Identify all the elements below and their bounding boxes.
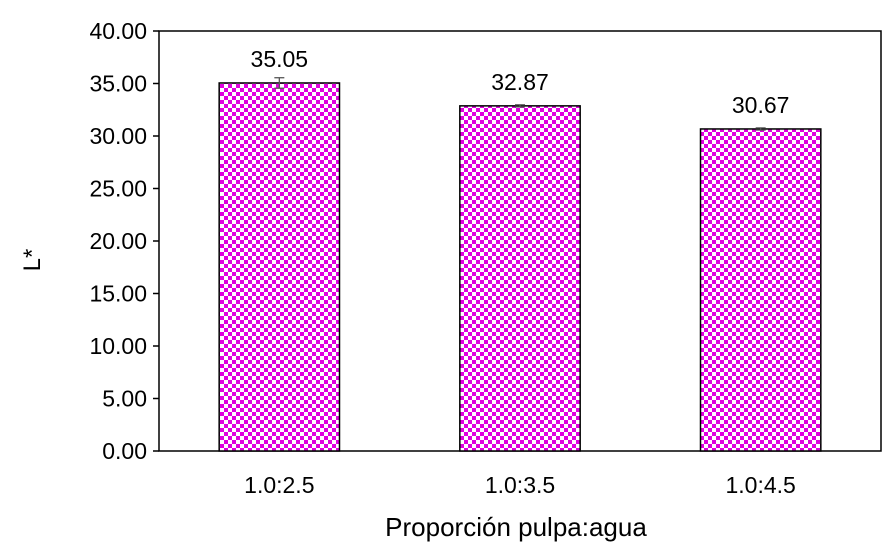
y-tick-label: 40.00 — [89, 18, 147, 44]
data-label: 30.67 — [732, 92, 790, 118]
y-tick-label: 10.00 — [89, 333, 147, 359]
x-tick-label: 1.0:2.5 — [244, 472, 314, 498]
y-tick-label: 5.00 — [102, 386, 147, 412]
y-tick-label: 25.00 — [89, 176, 147, 202]
y-axis-title: L* — [19, 249, 46, 272]
y-tick-label: 20.00 — [89, 228, 147, 254]
bar — [218, 82, 341, 452]
bar — [699, 128, 822, 452]
x-tick-label: 1.0:3.5 — [485, 472, 555, 498]
x-axis-title: Proporción pulpa:agua — [385, 512, 647, 542]
y-tick-label: 35.00 — [89, 71, 147, 97]
y-tick-label: 0.00 — [102, 438, 147, 464]
data-label: 35.05 — [251, 46, 309, 72]
y-tick-label: 15.00 — [89, 281, 147, 307]
x-tick-label: 1.0:4.5 — [725, 472, 795, 498]
bar — [459, 105, 581, 452]
y-tick-label: 30.00 — [89, 123, 147, 149]
data-label: 32.87 — [491, 69, 549, 95]
